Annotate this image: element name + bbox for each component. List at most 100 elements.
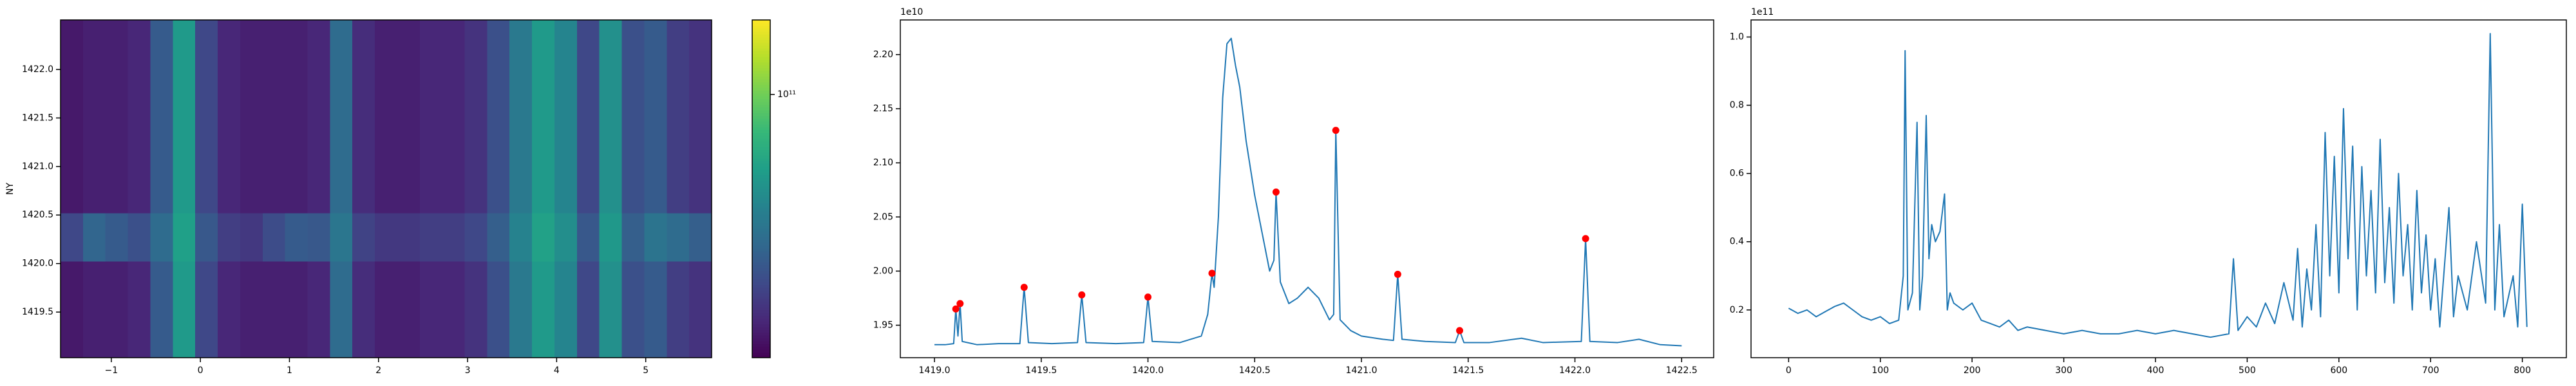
colorbar-step	[752, 332, 770, 336]
heatmap-cell	[105, 261, 129, 310]
colorbar-step	[752, 281, 770, 285]
heatmap-cell	[621, 20, 645, 69]
heatmap-cell	[218, 309, 241, 358]
heatmap-cell	[330, 68, 353, 117]
heatmap-cell	[61, 261, 84, 310]
heatmap-cell	[621, 116, 645, 165]
heatmap-cell	[419, 68, 443, 117]
heatmap-cell	[576, 261, 600, 310]
heatmap-cell	[240, 309, 263, 358]
heatmap-cell	[105, 213, 129, 262]
colorbar-step	[752, 82, 770, 86]
heatmap-cell	[262, 309, 286, 358]
heatmap-cell	[464, 68, 488, 117]
x-tick-label: 3	[465, 365, 471, 376]
heatmap-cell	[150, 165, 173, 214]
colorbar-step	[752, 107, 770, 111]
heatmap-cell	[689, 68, 712, 117]
heatmap-cell	[173, 165, 196, 214]
colorbar-step	[752, 178, 770, 181]
heatmap-cell	[195, 68, 218, 117]
heatmap-cell	[218, 213, 241, 262]
colorbar-step	[752, 68, 770, 71]
peak-marker	[1020, 284, 1028, 291]
heatmap-cell	[61, 309, 84, 358]
colorbar-step	[752, 197, 770, 201]
peak-marker	[1332, 127, 1340, 134]
colorbar-step	[752, 324, 770, 327]
colorbar-step	[752, 225, 770, 229]
heatmap-cell	[150, 213, 173, 262]
heatmap-cell	[307, 20, 330, 69]
colorbar-step	[752, 326, 770, 330]
heatmap-cell	[307, 68, 330, 117]
x-tick-label: 200	[1964, 365, 1981, 376]
x-tick-label: 4	[554, 365, 560, 376]
colorbar-step	[752, 96, 770, 100]
heatmap-cell	[307, 116, 330, 165]
heatmap-cell	[375, 20, 398, 69]
colorbar-step	[752, 301, 770, 305]
colorbar-step	[752, 273, 770, 277]
colorbar-step	[752, 268, 770, 271]
heatmap-cell	[307, 165, 330, 214]
heatmap-cell	[375, 309, 398, 358]
x-tick-label: 2	[375, 365, 381, 376]
colorbar-tick-label: 10¹¹	[777, 89, 796, 100]
heatmap-cell	[173, 20, 196, 69]
heatmap-cell	[375, 213, 398, 262]
heatmap-cell	[285, 309, 308, 358]
heatmap-cell	[644, 261, 667, 310]
heatmap-cell	[330, 165, 353, 214]
heatmap-cell	[285, 68, 308, 117]
heatmap-cell	[173, 309, 196, 358]
heatmap-cell	[532, 213, 555, 262]
colorbar-step	[752, 135, 770, 139]
heatmap-cell	[150, 309, 173, 358]
colorbar-step	[752, 205, 770, 209]
y-tick-label: 1420.5	[22, 210, 53, 220]
heatmap-cell	[487, 165, 510, 214]
colorbar-step	[752, 39, 770, 43]
heatmap-cell	[195, 309, 218, 358]
heatmap-cell	[82, 20, 106, 69]
heatmap-cell	[554, 309, 578, 358]
heatmap-cell	[82, 261, 106, 310]
colorbar-step	[752, 42, 770, 46]
heatmap-cell	[397, 165, 421, 214]
y-offset-label: 1e10	[900, 7, 923, 17]
heatmap-cell	[262, 165, 286, 214]
heatmap-cell	[307, 213, 330, 262]
colorbar-step	[752, 56, 770, 60]
peak-marker	[1582, 235, 1589, 243]
x-tick-label: 1422.5	[1666, 365, 1698, 376]
heatmap-cell	[240, 68, 263, 117]
heatmap-cell	[442, 20, 466, 69]
colorbar-step	[752, 93, 770, 96]
colorbar-step	[752, 90, 770, 94]
heatmap-cell	[397, 116, 421, 165]
heatmap-cell	[442, 165, 466, 214]
heatmap-cell	[330, 116, 353, 165]
heatmap-cell	[576, 20, 600, 69]
colorbar-step	[752, 262, 770, 266]
heatmap-cell	[128, 261, 151, 310]
heatmap-cell	[195, 116, 218, 165]
heatmap-cell	[532, 116, 555, 165]
heatmap-cell	[61, 165, 84, 214]
heatmap-cell	[195, 261, 218, 310]
heatmap-cell	[82, 165, 106, 214]
colorbar-step	[752, 313, 770, 316]
heatmap-cell	[464, 165, 488, 214]
heatmap-cell	[307, 261, 330, 310]
x-tick-label: 1419.0	[919, 365, 951, 376]
colorbar-step	[752, 25, 770, 29]
colorbar-step	[752, 352, 770, 356]
peak-marker	[1144, 293, 1152, 301]
heatmap-cell	[667, 213, 690, 262]
colorbar-step	[752, 53, 770, 57]
heatmap-cell	[689, 261, 712, 310]
heatmap-cell	[285, 20, 308, 69]
heatmap-cell	[397, 261, 421, 310]
colorbar-step	[752, 110, 770, 113]
